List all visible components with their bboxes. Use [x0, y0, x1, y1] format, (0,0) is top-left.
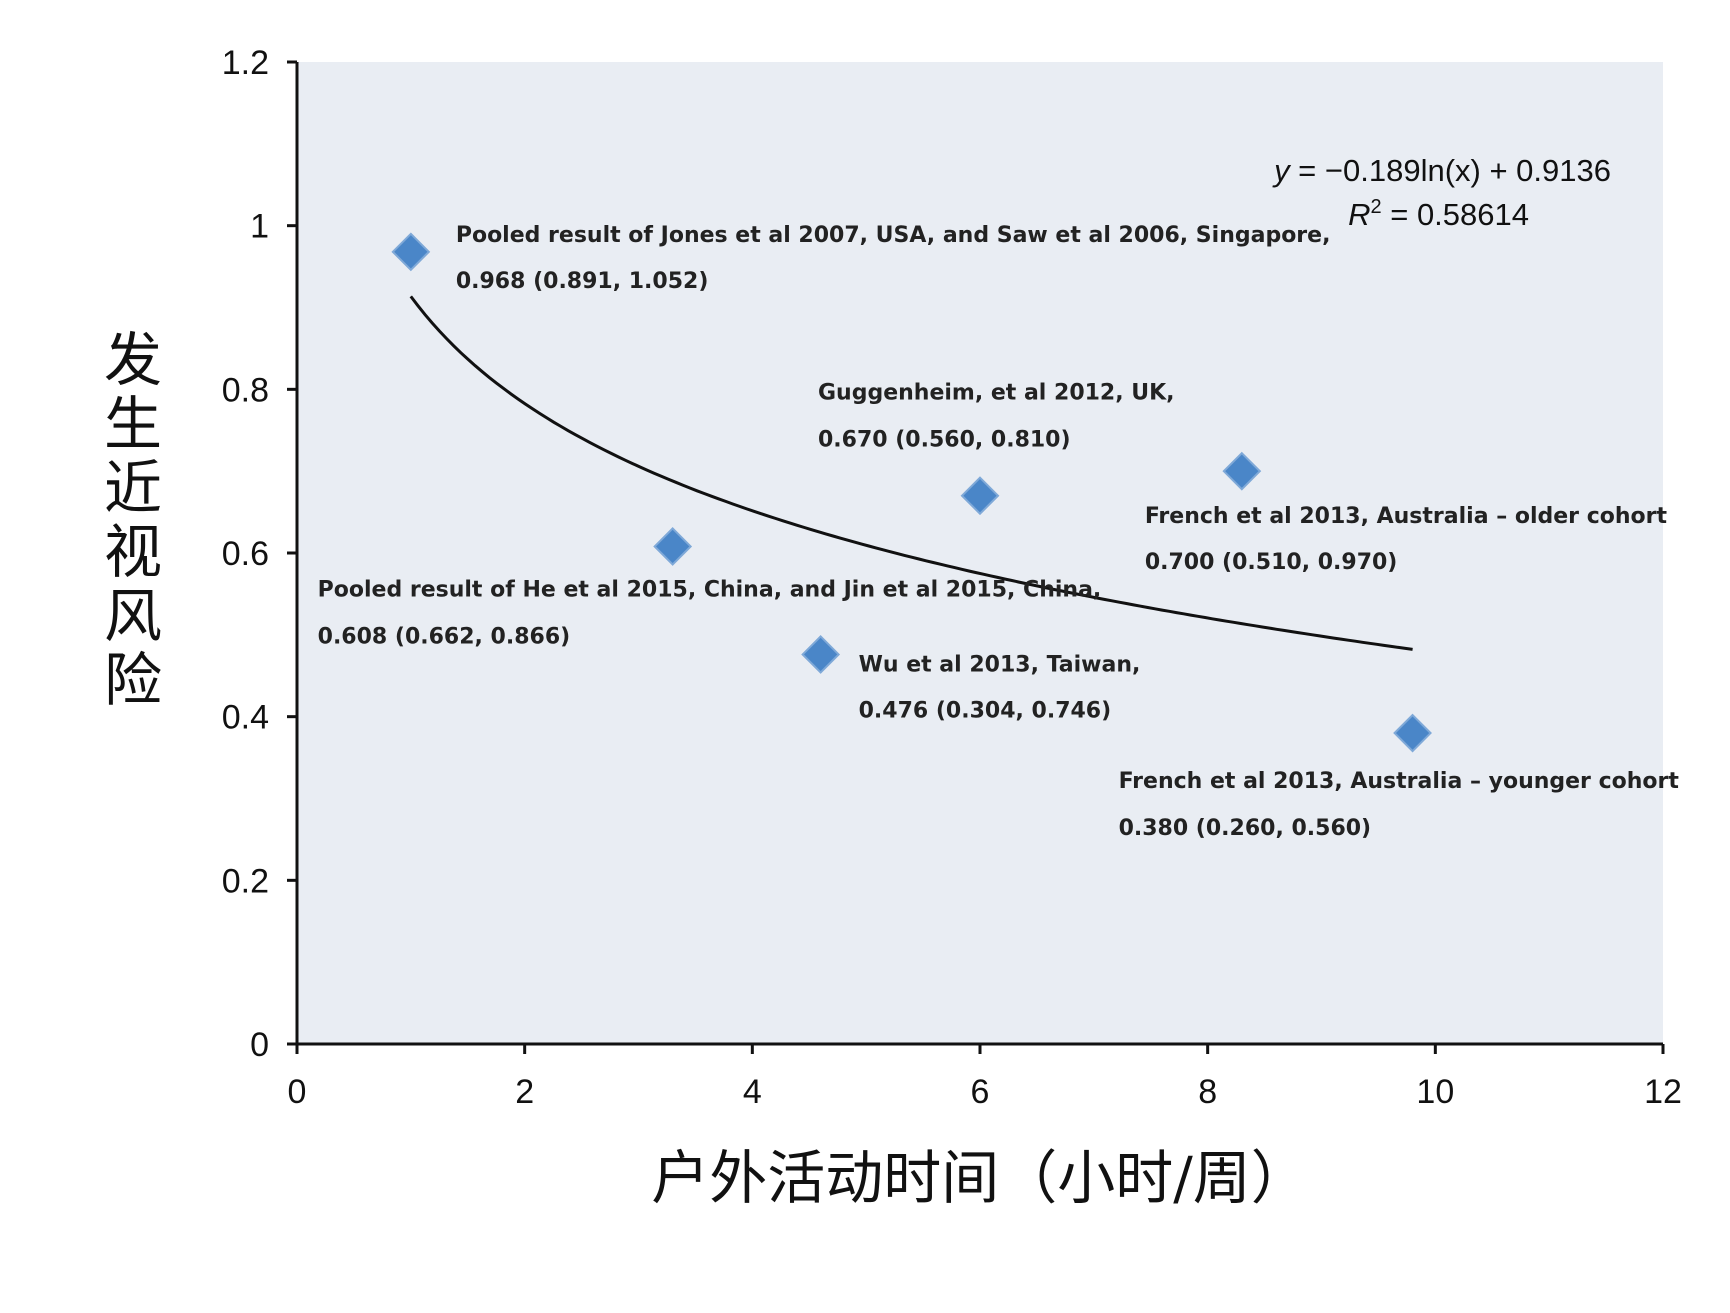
data-point — [391, 232, 431, 272]
y-tick-label: 0.2 — [222, 862, 269, 900]
y-axis-label-char: 发 — [104, 326, 162, 394]
point-value-label: 0.608 (0.662, 0.866) — [318, 624, 571, 649]
point-label: Guggenheim, et al 2012, UK, — [818, 381, 1175, 406]
y-tick-label: 0.4 — [222, 699, 269, 737]
x-tick-label: 8 — [1198, 1073, 1217, 1111]
data-point — [653, 527, 693, 566]
point-label: French et al 2013, Australia – younger c… — [1119, 769, 1680, 794]
y-axis-label-char: 近 — [104, 454, 162, 522]
y-tick-label: 1.2 — [222, 44, 269, 82]
y-axis-label-char: 生 — [104, 390, 162, 458]
trendline — [409, 295, 1413, 651]
data-point — [801, 635, 841, 674]
point-label: Pooled result of He et al 2015, China, a… — [318, 577, 1102, 602]
point-value-label: 0.700 (0.510, 0.970) — [1145, 550, 1398, 575]
r2-sup: 2 — [1370, 196, 1381, 218]
y-axis-label-char: 险 — [104, 646, 162, 714]
point-value-label: 0.968 (0.891, 1.052) — [456, 269, 709, 294]
eq-line1: = −0.189ln(x) + 0.9136 — [1290, 153, 1611, 188]
x-tick-label: 4 — [743, 1073, 762, 1111]
y-tick-label: 0.6 — [222, 535, 269, 573]
x-tick-label: 0 — [288, 1073, 307, 1111]
x-tick-label: 10 — [1416, 1073, 1454, 1111]
eq-y-var: y — [1272, 153, 1292, 188]
point-label: Pooled result of Jones et al 2007, USA, … — [456, 223, 1331, 248]
data-point — [960, 476, 1000, 516]
x-axis-label: 户外活动时间（小时/周） — [651, 1144, 1309, 1212]
x-tick-label: 6 — [971, 1073, 990, 1111]
point-label: French et al 2013, Australia – older coh… — [1145, 504, 1668, 529]
y-tick-label: 1 — [250, 208, 269, 246]
r2-value: = 0.58614 — [1382, 197, 1529, 232]
point-value-label: 0.670 (0.560, 0.810) — [818, 428, 1071, 453]
point-annotations: Pooled result of Jones et al 2007, USA, … — [318, 223, 1680, 841]
y-axis-label-char: 风 — [104, 582, 162, 650]
point-value-label: 0.380 (0.260, 0.560) — [1119, 816, 1372, 841]
y-tick-label: 0.8 — [222, 371, 269, 409]
data-point — [1393, 713, 1432, 753]
y-axis-label: 发生近视风险 — [104, 326, 162, 714]
y-axis-label-char: 视 — [104, 518, 162, 586]
r-squared: R2 = 0.58614 — [1348, 196, 1529, 232]
log-trendline — [409, 295, 1413, 651]
x-tick-label: 2 — [515, 1073, 534, 1111]
r2-prefix: R — [1348, 197, 1370, 232]
plot-area — [297, 62, 1663, 1044]
data-points — [391, 232, 1432, 753]
regression-equation: y = −0.189ln(x) + 0.9136 — [1272, 153, 1611, 188]
y-tick-label: 0 — [250, 1026, 269, 1064]
point-label: Wu et al 2013, Taiwan, — [859, 652, 1141, 677]
x-tick-label: 12 — [1644, 1073, 1682, 1111]
axes: 0 2 4 6 8 10 12 0 0.2 0.4 0.6 0.8 1 1.2 — [222, 44, 1682, 1111]
point-value-label: 0.476 (0.304, 0.746) — [859, 698, 1112, 723]
data-point — [1222, 451, 1262, 491]
